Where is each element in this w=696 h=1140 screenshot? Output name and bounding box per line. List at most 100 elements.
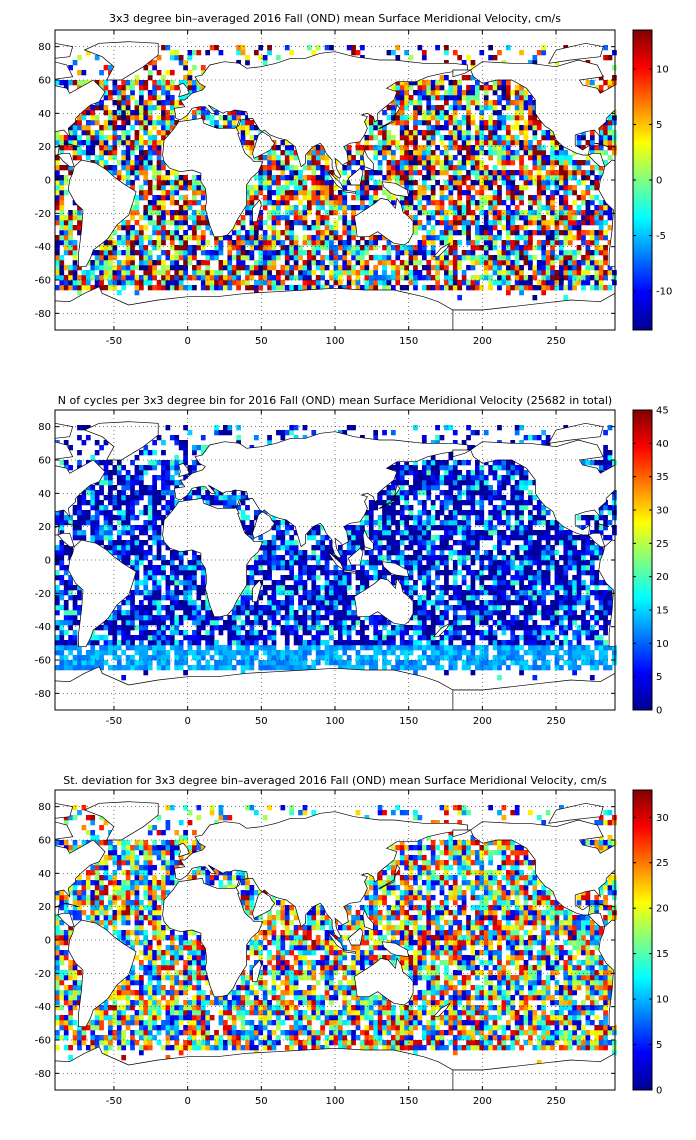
heatmap-cell: [461, 180, 467, 186]
heatmap-cell: [523, 170, 529, 176]
heatmap-cell: [192, 275, 197, 281]
heatmap-cell: [479, 50, 485, 56]
heatmap-cell: [289, 235, 295, 241]
heatmap-cell: [351, 45, 356, 51]
heatmap-cell: [395, 255, 401, 261]
heatmap-cell: [364, 175, 370, 181]
heatmap-cell: [249, 635, 255, 641]
heatmap-cell: [351, 250, 356, 256]
heatmap-cell: [130, 265, 135, 271]
heatmap-cell: [324, 585, 330, 591]
heatmap-cell: [253, 435, 259, 441]
heatmap-cell: [178, 550, 184, 556]
heatmap-cell: [373, 285, 379, 291]
heatmap-cell: [262, 205, 268, 211]
heatmap-cell: [253, 245, 259, 251]
heatmap-cell: [112, 640, 118, 646]
heatmap-cell: [483, 90, 489, 96]
heatmap-cell: [143, 140, 149, 146]
heatmap-cell: [307, 235, 312, 241]
heatmap-cell: [134, 560, 140, 566]
heatmap-cell: [214, 270, 219, 276]
heatmap-cell: [205, 270, 211, 276]
heatmap-cell: [501, 165, 507, 171]
heatmap-cell: [72, 125, 78, 131]
heatmap-cell: [563, 215, 569, 221]
heatmap-cell: [55, 275, 60, 281]
heatmap-cell: [130, 505, 135, 511]
heatmap-cell: [550, 265, 555, 271]
heatmap-cell: [430, 240, 436, 246]
heatmap-cell: [421, 165, 427, 171]
heatmap-cell: [156, 630, 162, 636]
heatmap-cell: [178, 80, 184, 86]
heatmap-cell: [519, 200, 524, 206]
heatmap-cell: [594, 280, 600, 286]
heatmap-cell: [152, 440, 157, 446]
heatmap-cell: [165, 465, 171, 471]
heatmap-cell: [267, 160, 272, 166]
heatmap-cell: [200, 270, 206, 276]
heatmap-cell: [139, 260, 144, 266]
heatmap-cell: [360, 620, 365, 626]
heatmap-cell: [435, 120, 440, 126]
heatmap-cell: [505, 80, 511, 86]
heatmap-cell: [262, 155, 268, 161]
heatmap-cell: [169, 245, 175, 251]
heatmap-cell: [214, 645, 219, 651]
heatmap-cell: [483, 215, 489, 221]
heatmap-cell: [329, 45, 334, 51]
heatmap-cell: [302, 285, 308, 291]
heatmap-cell: [532, 155, 538, 161]
heatmap-cell: [421, 90, 427, 96]
heatmap-cell: [395, 265, 401, 271]
heatmap-cell: [183, 630, 188, 636]
heatmap-cell: [426, 235, 432, 241]
heatmap-cell: [355, 270, 361, 276]
heatmap-cell: [130, 80, 135, 86]
heatmap-cell: [603, 205, 608, 211]
heatmap-cell: [183, 250, 188, 256]
heatmap-cell: [607, 205, 613, 211]
heatmap-cell: [116, 265, 122, 271]
heatmap-cell: [342, 630, 348, 636]
heatmap-cell: [581, 180, 586, 186]
heatmap-cell: [470, 285, 476, 291]
heatmap-cell: [125, 495, 131, 501]
heatmap-cell: [302, 210, 308, 216]
heatmap-cell: [368, 175, 374, 181]
heatmap-cell: [72, 150, 78, 156]
heatmap-cell: [116, 545, 122, 551]
heatmap-cell: [72, 240, 78, 246]
heatmap-cell: [209, 635, 215, 641]
heatmap-cell: [258, 255, 264, 261]
heatmap-cell: [421, 130, 427, 136]
heatmap-cell: [178, 215, 184, 221]
heatmap-cell: [483, 240, 489, 246]
heatmap-cell: [130, 165, 135, 171]
heatmap-cell: [262, 260, 268, 266]
heatmap-cell: [536, 270, 542, 276]
heatmap-cell: [307, 165, 312, 171]
heatmap-cell: [368, 645, 374, 651]
heatmap-cell: [479, 275, 485, 281]
heatmap-cell: [139, 450, 144, 456]
heatmap-cell: [227, 645, 233, 651]
heatmap-cell: [333, 245, 339, 251]
heatmap-cell: [205, 220, 211, 226]
heatmap-cell: [130, 615, 135, 621]
heatmap-cell: [271, 625, 277, 631]
heatmap-cell: [85, 110, 91, 116]
heatmap-cell: [68, 595, 73, 601]
heatmap-cell: [302, 615, 308, 621]
heatmap-cell: [192, 585, 197, 591]
heatmap-cell: [85, 435, 91, 441]
heatmap-cell: [68, 210, 73, 216]
heatmap-cell: [108, 165, 113, 171]
heatmap-cell: [324, 225, 330, 231]
heatmap-cell: [187, 645, 193, 651]
heatmap-cell: [346, 575, 352, 581]
heatmap-cell: [368, 285, 374, 291]
heatmap-cell: [85, 665, 91, 671]
heatmap-cell: [240, 125, 246, 131]
